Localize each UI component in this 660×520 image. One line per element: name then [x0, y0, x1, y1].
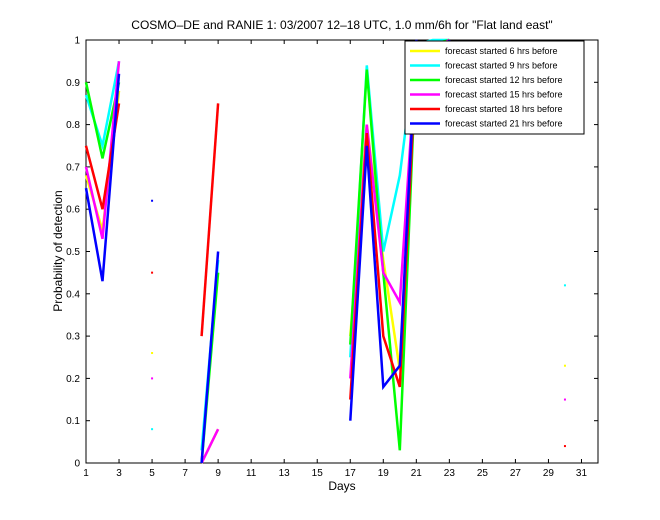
series-line [349, 38, 450, 358]
series-dot [563, 284, 566, 287]
x-tick-label: 15 [312, 468, 324, 479]
legend-label: forecast started 9 hrs before [445, 61, 558, 71]
x-tick-label: 17 [345, 468, 357, 479]
y-tick-label: 0.2 [66, 374, 80, 385]
y-tick-label: 0.8 [66, 120, 80, 131]
y-tick-label: 0.3 [66, 332, 80, 343]
legend-box [404, 40, 585, 135]
legend-label: forecast started 21 hrs before [445, 119, 563, 129]
x-tick-label: 19 [378, 468, 390, 479]
y-tick-label: 0.4 [66, 289, 80, 300]
x-tick-label: 1 [83, 468, 89, 479]
x-axis: 1 3 5 7 9 11 13 15 17 19 21 23 25 27 29 31 [83, 40, 587, 479]
x-tick-label: 21 [411, 468, 423, 479]
x-tick-label: 25 [477, 468, 489, 479]
series-dot [151, 199, 154, 202]
series-line [200, 428, 220, 464]
legend-label: forecast started 15 hrs before [445, 90, 563, 100]
series-line [84, 73, 121, 282]
x-tick-label: 23 [444, 468, 456, 479]
series-dot [563, 445, 566, 448]
legend-label: forecast started 18 hrs before [445, 104, 563, 114]
series-dot [563, 364, 566, 367]
chart-title: COSMO–DE and RANIE 1: 03/2007 12–18 UTC,… [131, 18, 552, 32]
series-dot [563, 398, 566, 401]
series-dot [151, 428, 154, 431]
legend-label: forecast started 12 hrs before [445, 75, 563, 85]
y-tick-label: 0.9 [66, 78, 80, 89]
series-line [84, 61, 121, 240]
x-tick-label: 5 [149, 468, 155, 479]
series-line [200, 251, 220, 464]
y-tick-label: 0.7 [66, 162, 80, 173]
legend: forecast started 6 hrs before forecast st… [404, 40, 585, 135]
y-tick-label: 0.1 [66, 416, 80, 427]
x-tick-label: 9 [215, 468, 221, 479]
series-line [200, 103, 220, 337]
series-dot [151, 377, 154, 380]
x-axis-title: Days [328, 479, 355, 493]
x-tick-label: 29 [543, 468, 555, 479]
y-tick-label: 0.5 [66, 247, 80, 258]
x-tick-label: 11 [246, 468, 257, 479]
y-tick-label: 0 [74, 459, 80, 470]
y-tick-label: 0.6 [66, 205, 80, 216]
x-tick-label: 13 [279, 468, 291, 479]
series-dot [151, 271, 154, 274]
x-tick-label: 7 [182, 468, 188, 479]
y-tick-label: 1 [74, 36, 80, 47]
x-tick-label: 27 [510, 468, 522, 479]
legend-label: forecast started 6 hrs before [445, 46, 558, 56]
x-tick-label: 3 [116, 468, 122, 479]
y-axis-title: Probability of detection [51, 190, 65, 311]
y-axis: 0 0.1 0.2 0.3 0.4 0.5 0.6 0.7 0.8 0.9 1 [66, 36, 598, 470]
x-tick-label: 31 [576, 468, 588, 479]
series-dot [151, 352, 154, 355]
